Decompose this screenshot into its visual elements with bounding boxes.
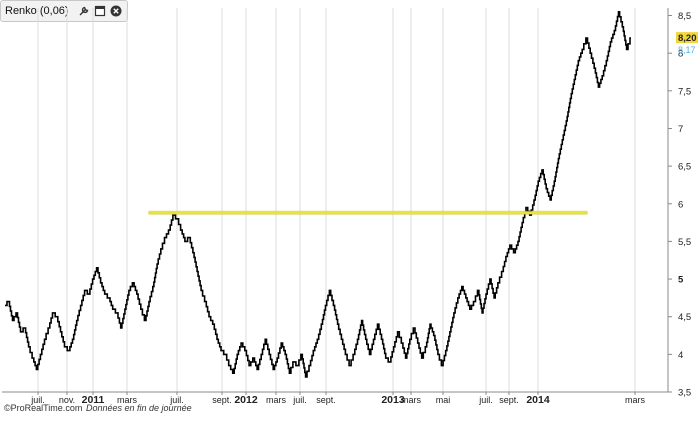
x-axis-labels: juil. nov. 2011 mars juil. sept. 2012 mars juil.… (30, 392, 645, 406)
x-label-4: juil. (169, 395, 184, 405)
x-label-3: mars (117, 395, 137, 405)
x-label-9: sept. (316, 395, 336, 405)
y-tick-label-2: 4,5 (678, 312, 691, 323)
previous-price-value: 8,17 (678, 45, 696, 55)
y-tick-label-1: 4 (678, 350, 683, 361)
window-icon[interactable] (94, 5, 107, 18)
last-price-value: 8,20 (678, 33, 697, 44)
x-label-15: 2014 (526, 394, 550, 406)
x-label-16: mars (625, 395, 645, 405)
y-tick-label-4: 5,5 (678, 237, 691, 248)
wrench-icon[interactable] (78, 5, 91, 18)
x-label-10: 2013 (381, 394, 405, 406)
y-tick-label-10: 8,5 (678, 11, 691, 22)
chart-title-bar: Renko (0,06) (0, 0, 128, 22)
x-label-11: mars (401, 395, 421, 405)
x-label-6: 2012 (234, 394, 258, 406)
indicator-title: Renko (0,06) (5, 5, 69, 17)
renko-price-line (5, 11, 631, 378)
x-label-13: juil. (478, 395, 493, 405)
x-label-5: sept. (212, 395, 232, 405)
y-tick-label-9: 8 (678, 49, 683, 60)
y-tick-label-7: 7 (678, 124, 683, 135)
x-label-8: juil. (292, 395, 307, 405)
x-label-0: juil. (30, 395, 45, 405)
x-label-2: 2011 (82, 394, 105, 406)
x-label-7: mars (266, 395, 286, 405)
x-label-1: nov. (59, 395, 75, 405)
close-icon[interactable] (110, 5, 123, 18)
y-tick-label-6: 6,5 (678, 162, 691, 173)
grid-lines (37, 8, 636, 392)
footer-note: Données en fin de journée (86, 403, 192, 413)
y-tick-label-3: 5 (678, 275, 684, 286)
last-price-badge (676, 32, 698, 44)
x-label-14: sept. (499, 395, 519, 405)
footer-brand: ©ProRealTime.com (4, 403, 82, 413)
y-tick-label-8: 7,5 (678, 86, 691, 97)
y-tick-label-0: 3,5 (678, 388, 691, 399)
x-label-12: mai (436, 395, 451, 405)
y-axis-ticks: 3,5 4 4,5 5 5,5 6 6,5 7 7,5 8 8,5 (668, 11, 691, 399)
y-tick-label-5: 6 (678, 199, 683, 210)
renko-series (5, 11, 631, 378)
